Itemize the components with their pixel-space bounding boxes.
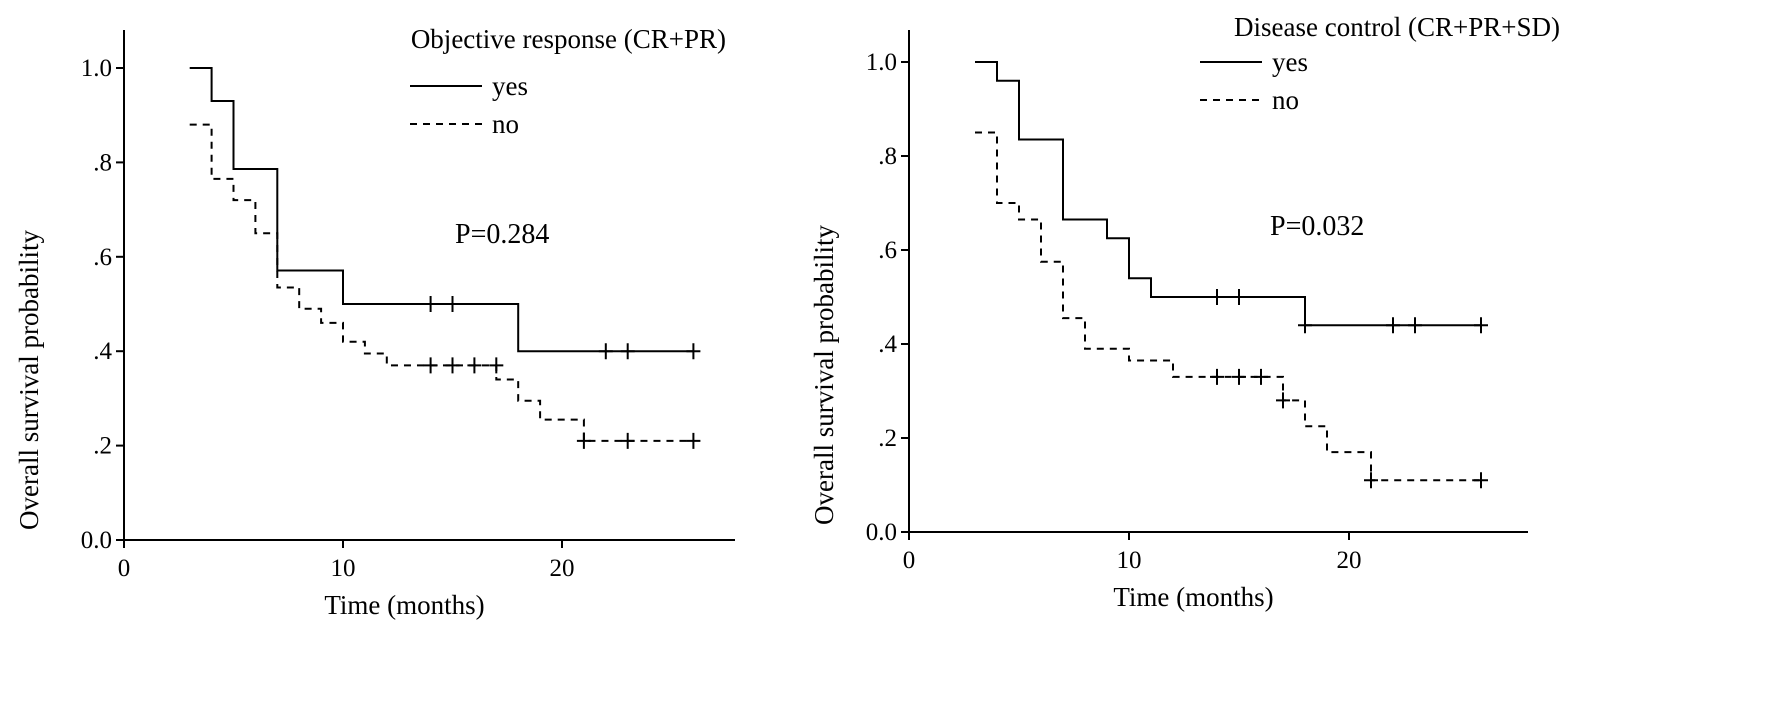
censor-mark-no — [576, 432, 591, 449]
y-tick-label: .6 — [878, 237, 897, 264]
chart-panel-1: 0.0 .2 .4 .6 .8 1.0 0 10 20 Time (months) Overall … — [14, 24, 735, 620]
censor-mark-yes — [1298, 317, 1312, 334]
x-axis-title: Time (months) — [324, 590, 484, 620]
y-tick-label: .4 — [93, 338, 112, 365]
censor-mark-no — [620, 432, 635, 449]
y-tick-label: .8 — [878, 143, 897, 170]
y-axis-title: Overall survival probability — [14, 230, 44, 530]
chart-panel-2: 0.0 .2 .4 .6 .8 1.0 0 10 20 Time (months) Overall … — [809, 12, 1560, 612]
censor-mark-no — [1364, 472, 1378, 489]
p-value-annotation: P=0.032 — [1270, 211, 1364, 242]
legend-title: Disease control (CR+PR+SD) — [1234, 12, 1560, 42]
survival-curve-yes — [189, 67, 694, 353]
legend-label-yes: yes — [492, 71, 528, 101]
censor-mark-yes — [1408, 317, 1422, 334]
x-tick-label: 20 — [550, 555, 575, 582]
censor-mark-yes — [1232, 289, 1246, 305]
y-tick-label: .8 — [93, 149, 112, 176]
y-tick-label: 1.0 — [866, 49, 897, 76]
x-tick-label: 20 — [1337, 547, 1362, 574]
p-value-annotation: P=0.284 — [455, 219, 549, 250]
y-tick-label: 0.0 — [81, 527, 112, 554]
censor-mark-no — [1276, 392, 1290, 409]
y-axis-title: Overall survival probability — [809, 225, 839, 525]
legend-label-no: no — [492, 109, 519, 139]
censor-mark-yes — [620, 343, 635, 360]
legend-title: Objective response (CR+PR) — [411, 24, 726, 54]
legend-label-yes: yes — [1272, 47, 1308, 77]
censor-mark-no — [1210, 368, 1224, 385]
y-tick-label: .2 — [93, 433, 112, 460]
censor-mark-no — [445, 357, 460, 374]
censor-mark-yes — [1474, 317, 1488, 334]
censor-mark-no — [1232, 368, 1246, 385]
x-tick-label: 10 — [331, 555, 356, 582]
censor-mark-yes — [445, 296, 460, 312]
censor-mark-no — [467, 357, 482, 374]
y-tick-label: .4 — [878, 331, 897, 358]
legend-label-no: no — [1272, 85, 1299, 115]
y-tick-label: .6 — [93, 244, 112, 271]
censor-mark-no — [423, 357, 438, 374]
x-axis-title: Time (months) — [1113, 582, 1273, 612]
x-tick-label: 10 — [1117, 547, 1142, 574]
censor-mark-no — [1474, 472, 1488, 489]
x-tick-label: 0 — [118, 555, 131, 582]
y-tick-label: 0.0 — [866, 519, 897, 546]
y-tick-label: 1.0 — [81, 55, 112, 82]
y-tick-label: .2 — [878, 425, 897, 452]
censor-mark-yes — [598, 343, 613, 360]
x-tick-label: 0 — [903, 547, 916, 574]
survival-curve-yes — [975, 61, 1481, 327]
censor-mark-yes — [1210, 289, 1224, 305]
censor-mark-no — [489, 357, 504, 374]
censor-mark-yes — [1386, 317, 1400, 334]
survival-curve-no — [975, 131, 1481, 482]
censor-mark-yes — [686, 343, 701, 360]
censor-mark-no — [1254, 368, 1268, 385]
censor-mark-yes — [423, 296, 438, 312]
censor-mark-no — [686, 432, 701, 449]
survival-curve-no — [189, 123, 694, 442]
